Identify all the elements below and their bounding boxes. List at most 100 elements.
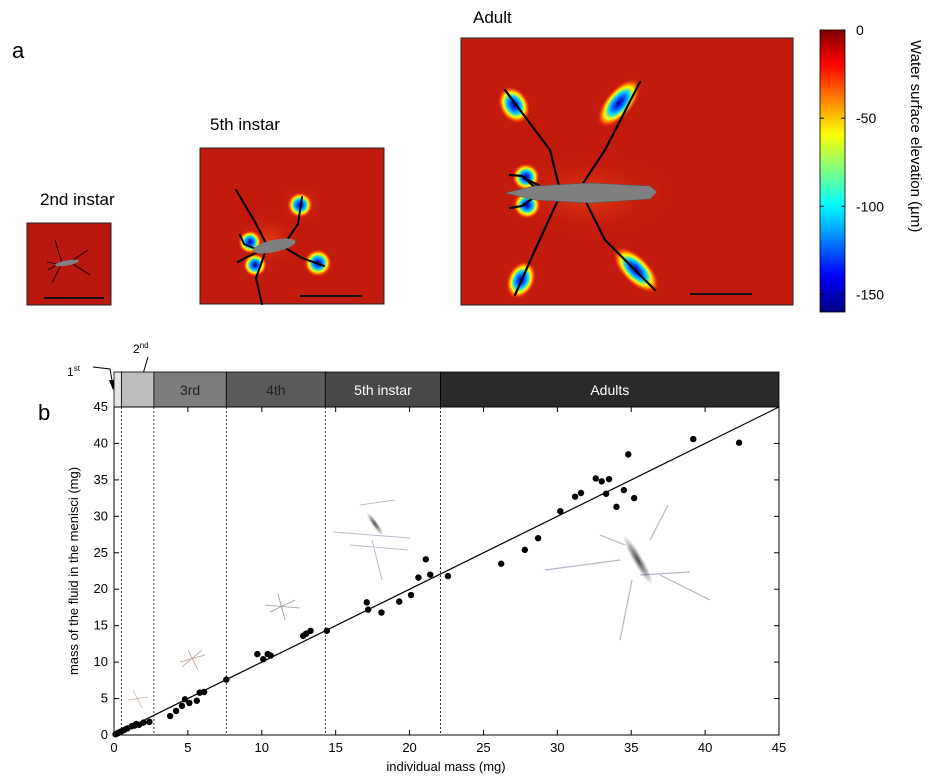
insect-photo-4th (264, 593, 301, 621)
data-point (323, 627, 330, 634)
data-point (630, 494, 638, 502)
x-tick-label: 25 (476, 740, 490, 755)
data-point (396, 598, 403, 605)
stage-bar (225, 371, 326, 408)
data-point (534, 535, 542, 542)
data-point (172, 707, 180, 715)
colorbar-label: Water surface elevation (µm) (907, 40, 924, 232)
stage-bar (153, 371, 227, 408)
insect-photo-adult (544, 504, 711, 641)
data-point (364, 606, 372, 613)
data-point (181, 696, 189, 703)
data-point (200, 688, 208, 696)
data-point (613, 503, 620, 511)
fit-line (113, 406, 780, 736)
callout-1st: 1st (67, 364, 81, 379)
x-tick-label: 30 (550, 740, 564, 755)
data-point (140, 719, 147, 726)
y-axis-label: mass of the fluid in the menisci (mg) (66, 467, 81, 675)
y-tick-label: 15 (94, 618, 108, 633)
stage-bar (324, 371, 441, 408)
stage-bar (113, 371, 122, 408)
heatmap-adult: Adult (460, 8, 794, 306)
data-point (735, 439, 743, 446)
y-tick-label: 45 (94, 399, 108, 414)
heatmap-2nd-instar: 2nd instar (26, 190, 115, 306)
insect-adult (503, 80, 657, 297)
data-point (166, 712, 174, 720)
insect-photo-5th (332, 499, 411, 581)
colorbar-tick-label: -50 (856, 110, 876, 126)
data-point (378, 609, 385, 616)
insect-photo-2nd (179, 649, 206, 671)
colorbar: 0 -50 -100 -150 Water surface elevation (µm… (819, 22, 924, 313)
data-point (577, 489, 585, 497)
scatter-plot: 0 5 10 15 20 25 30 35 40 45 0 5 10 15 20 25 30 35 40 45 in… (66, 399, 786, 774)
data-point (363, 599, 370, 606)
heatmap-5th-instar: 5th instar (199, 115, 385, 305)
data-point (571, 493, 579, 500)
data-point (186, 699, 193, 707)
callout-2nd-sup: nd (140, 341, 149, 350)
colorbar-ramp (819, 29, 846, 313)
heatmap-title-adult: Adult (473, 8, 512, 27)
panel-label-a: a (12, 38, 25, 63)
data-point (223, 676, 230, 683)
stage-bar-label: Adults (590, 382, 629, 398)
data-point (602, 490, 610, 497)
x-tick-label: 10 (255, 740, 269, 755)
y-tick-label: 0 (101, 727, 108, 742)
panel-label-b: b (38, 400, 50, 425)
heatmap-title-5th-instar: 5th instar (210, 115, 280, 134)
insect-body (504, 182, 658, 204)
data-point (422, 556, 430, 563)
x-tick-label: 5 (184, 740, 191, 755)
colorbar-tick-label: -100 (856, 198, 884, 214)
insect-body (252, 238, 296, 254)
stage-bar-label: 5th instar (354, 382, 412, 398)
data-point (193, 697, 200, 704)
y-tick-label: 10 (94, 654, 108, 669)
y-tick-label: 20 (94, 581, 108, 596)
colorbar-tick-label: 0 (856, 22, 864, 38)
y-tick-label: 5 (101, 691, 108, 706)
callout-2nd: 2nd (133, 341, 149, 356)
stage-bars: 3rd 4th 5th instar Adults (113, 371, 780, 408)
data-point (620, 486, 628, 494)
data-point (267, 652, 274, 659)
data-point (521, 546, 529, 554)
data-point (415, 574, 422, 581)
data-point (557, 508, 564, 515)
y-tick-label: 25 (94, 545, 108, 560)
stage-bar-label: 4th (266, 382, 285, 398)
x-tick-label: 15 (328, 740, 342, 755)
x-tick-label: 20 (402, 740, 416, 755)
data-point (444, 572, 452, 580)
x-axis-label: individual mass (mg) (386, 759, 505, 774)
data-point (178, 702, 186, 710)
data-point (625, 451, 632, 458)
data-point (497, 560, 505, 567)
data-point (598, 478, 605, 485)
insect-photo-1st (127, 689, 149, 709)
y-tick-label: 35 (94, 472, 108, 487)
data-point (592, 475, 599, 482)
data-point (260, 655, 267, 663)
colorbar-tick-label: -150 (856, 286, 884, 302)
data-point (690, 435, 697, 443)
y-tick-label: 30 (94, 508, 108, 523)
callout-1st-arrow (92, 366, 114, 387)
x-tick-label: 0 (110, 740, 117, 755)
data-point (146, 718, 153, 726)
callout-1st-sup: st (74, 364, 81, 373)
stage-bar-label: 3rd (180, 382, 200, 398)
insect-body (55, 259, 79, 267)
x-tick-label: 35 (624, 740, 638, 755)
data-point (605, 475, 613, 483)
x-tick-label: 45 (772, 740, 786, 755)
stage-bar (120, 371, 155, 408)
insect-5th-instar (235, 189, 325, 305)
heatmap-title-2nd-instar: 2nd instar (40, 190, 115, 209)
x-tick-label: 40 (698, 740, 712, 755)
